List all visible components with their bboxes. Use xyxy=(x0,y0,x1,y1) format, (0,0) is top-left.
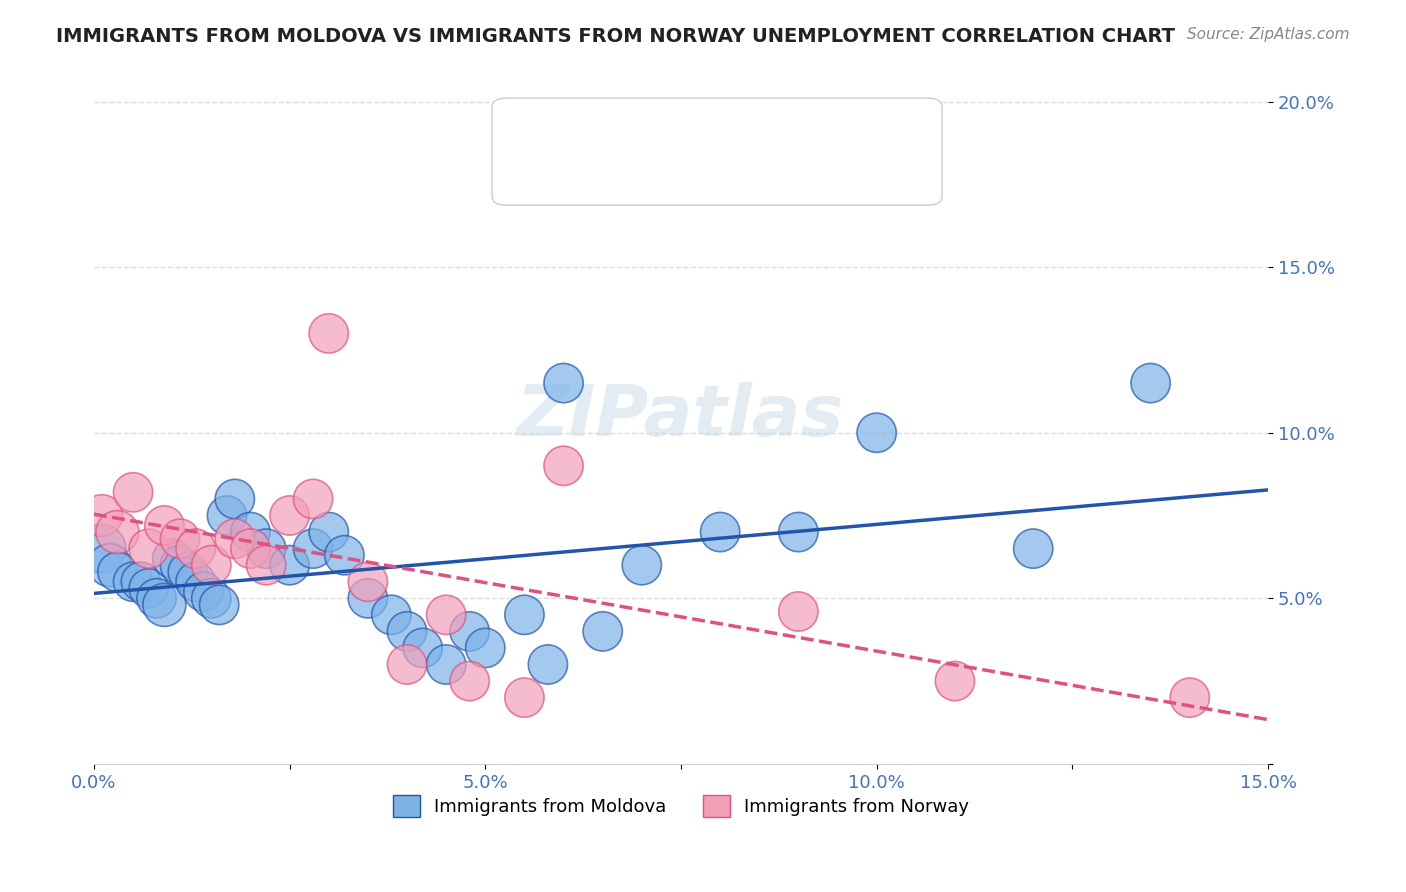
Point xyxy=(278,558,301,573)
Point xyxy=(98,558,121,573)
Point xyxy=(1139,376,1161,390)
Point xyxy=(122,485,145,500)
Point xyxy=(434,607,457,622)
Point xyxy=(153,598,176,612)
Point xyxy=(239,541,262,556)
Point xyxy=(553,376,575,390)
Point xyxy=(1178,690,1201,705)
Point xyxy=(224,491,246,506)
Point xyxy=(177,565,200,579)
Point xyxy=(380,607,402,622)
Point xyxy=(513,690,536,705)
Point xyxy=(254,541,277,556)
Point xyxy=(224,532,246,546)
Point xyxy=(357,591,380,606)
Point xyxy=(537,657,560,672)
Point xyxy=(145,591,167,606)
Point xyxy=(200,591,222,606)
Point xyxy=(318,326,340,341)
Point xyxy=(200,558,222,573)
Point xyxy=(169,532,191,546)
Text: ZIPatlas: ZIPatlas xyxy=(517,382,845,450)
Point xyxy=(592,624,614,639)
Point xyxy=(513,607,536,622)
Point xyxy=(278,508,301,523)
Point xyxy=(412,640,434,655)
Point xyxy=(138,582,160,596)
Point xyxy=(90,541,112,556)
Point xyxy=(709,524,731,539)
Point xyxy=(943,674,966,689)
Point xyxy=(458,674,481,689)
Point xyxy=(787,524,810,539)
Point xyxy=(458,624,481,639)
Point xyxy=(254,558,277,573)
Point xyxy=(302,541,325,556)
Text: R = 0.541   N = 40: R = 0.541 N = 40 xyxy=(520,120,690,138)
Point xyxy=(333,548,356,562)
Point xyxy=(239,524,262,539)
Point xyxy=(395,657,418,672)
Point xyxy=(318,524,340,539)
Point xyxy=(215,508,238,523)
Point xyxy=(357,574,380,589)
Point xyxy=(631,558,654,573)
Point xyxy=(122,574,145,589)
Point xyxy=(474,640,496,655)
Point xyxy=(193,584,215,599)
Point xyxy=(153,518,176,533)
Point xyxy=(553,458,575,473)
Point xyxy=(107,565,129,579)
Point xyxy=(90,508,112,523)
Point xyxy=(160,551,183,566)
Text: R = 0.368   N = 23: R = 0.368 N = 23 xyxy=(520,156,690,174)
Point xyxy=(138,541,160,556)
Point xyxy=(184,574,207,589)
Point xyxy=(787,605,810,619)
Point xyxy=(208,598,231,612)
Point xyxy=(129,574,152,589)
Point xyxy=(866,425,889,440)
Point xyxy=(169,558,191,573)
Text: IMMIGRANTS FROM MOLDOVA VS IMMIGRANTS FROM NORWAY UNEMPLOYMENT CORRELATION CHART: IMMIGRANTS FROM MOLDOVA VS IMMIGRANTS FR… xyxy=(56,27,1175,45)
Point xyxy=(302,491,325,506)
Text: Source: ZipAtlas.com: Source: ZipAtlas.com xyxy=(1187,27,1350,42)
Point xyxy=(395,624,418,639)
Legend: Immigrants from Moldova, Immigrants from Norway: Immigrants from Moldova, Immigrants from… xyxy=(385,788,976,824)
Point xyxy=(107,524,129,539)
Point xyxy=(1022,541,1045,556)
Point xyxy=(434,657,457,672)
Point xyxy=(184,541,207,556)
